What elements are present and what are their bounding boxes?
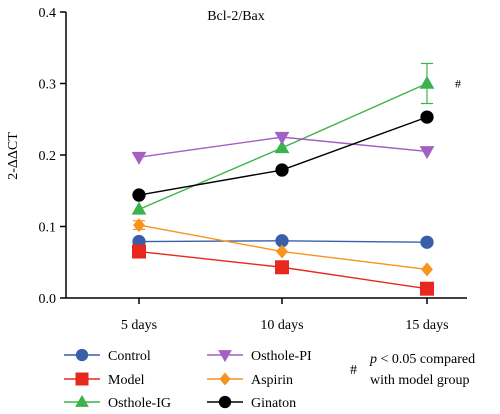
data-point-osthole-ig <box>419 75 435 89</box>
series-ginaton <box>132 110 434 202</box>
data-point-ginaton <box>132 188 146 202</box>
data-point-osthole-pi <box>274 131 290 145</box>
series-line-ginaton <box>138 116 428 196</box>
series-osthole-ig <box>131 75 435 215</box>
data-point-control <box>275 234 289 248</box>
legend-label: Osthole-PI <box>251 349 312 364</box>
data-point-aspirin <box>421 262 433 277</box>
data-point-osthole-pi <box>419 146 435 160</box>
y-tick-label: 0.3 <box>39 78 57 93</box>
legend-item-aspirin: Aspirin <box>207 372 293 388</box>
series-osthole-pi <box>131 131 435 165</box>
significance-marker: # <box>455 77 461 91</box>
data-point-osthole-pi <box>131 151 147 165</box>
legend-label: Osthole-IG <box>108 396 171 411</box>
data-point-ginaton <box>275 163 289 177</box>
y-axis-label: 2-ΔΔCT <box>6 132 21 180</box>
footnote-line-1: p < 0.05 compared <box>369 352 475 367</box>
legend-marker <box>218 395 232 409</box>
significance-footnote: # p < 0.05 compared with model group <box>350 352 475 388</box>
legend: Control Model Osthole-IG Osthole-PI Aspirin G… <box>64 348 312 411</box>
legend-marker <box>75 372 89 386</box>
x-tick-label: 10 days <box>260 318 303 333</box>
x-tick-label: 15 days <box>405 318 448 333</box>
data-point-control <box>420 235 434 249</box>
legend-label: Ginaton <box>251 396 296 411</box>
y-ticks: 0.0 0.1 0.2 0.3 0.4 <box>39 6 66 307</box>
legend-label: Aspirin <box>251 373 293 388</box>
y-tick-label: 0.1 <box>39 221 57 236</box>
legend-marker <box>75 348 89 362</box>
footnote-line-2: with model group <box>370 373 470 388</box>
data-point-osthole-ig <box>131 201 147 215</box>
chart-title: Bcl-2/Bax <box>207 9 265 24</box>
legend-item-control: Control <box>64 348 151 364</box>
series-layer <box>131 75 435 296</box>
data-point-osthole-ig <box>274 140 290 154</box>
legend-marker <box>218 350 232 363</box>
x-tick-label: 5 days <box>121 318 157 333</box>
series-model <box>132 244 434 296</box>
y-tick-label: 0.4 <box>39 6 57 21</box>
legend-label: Model <box>108 373 145 388</box>
data-point-ginaton <box>420 110 434 124</box>
legend-item-ginaton: Ginaton <box>207 395 296 411</box>
legend-item-model: Model <box>64 372 145 388</box>
footnote-symbol: # <box>350 363 357 378</box>
data-point-model <box>132 244 146 259</box>
series-aspirin <box>133 218 433 277</box>
y-tick-label: 0.0 <box>39 292 57 307</box>
data-point-model <box>420 281 434 296</box>
legend-item-osthole-ig: Osthole-IG <box>64 394 171 411</box>
y-tick-label: 0.2 <box>39 149 57 164</box>
legend-label: Control <box>108 349 151 364</box>
data-point-aspirin <box>133 218 145 233</box>
legend-marker <box>219 372 231 386</box>
x-ticks: 5 days 10 days 15 days <box>121 298 449 333</box>
legend-item-osthole-pi: Osthole-PI <box>207 349 312 364</box>
annotations: # <box>455 77 461 91</box>
data-point-aspirin <box>276 244 288 259</box>
data-point-model <box>275 260 289 275</box>
legend-marker <box>75 394 89 407</box>
